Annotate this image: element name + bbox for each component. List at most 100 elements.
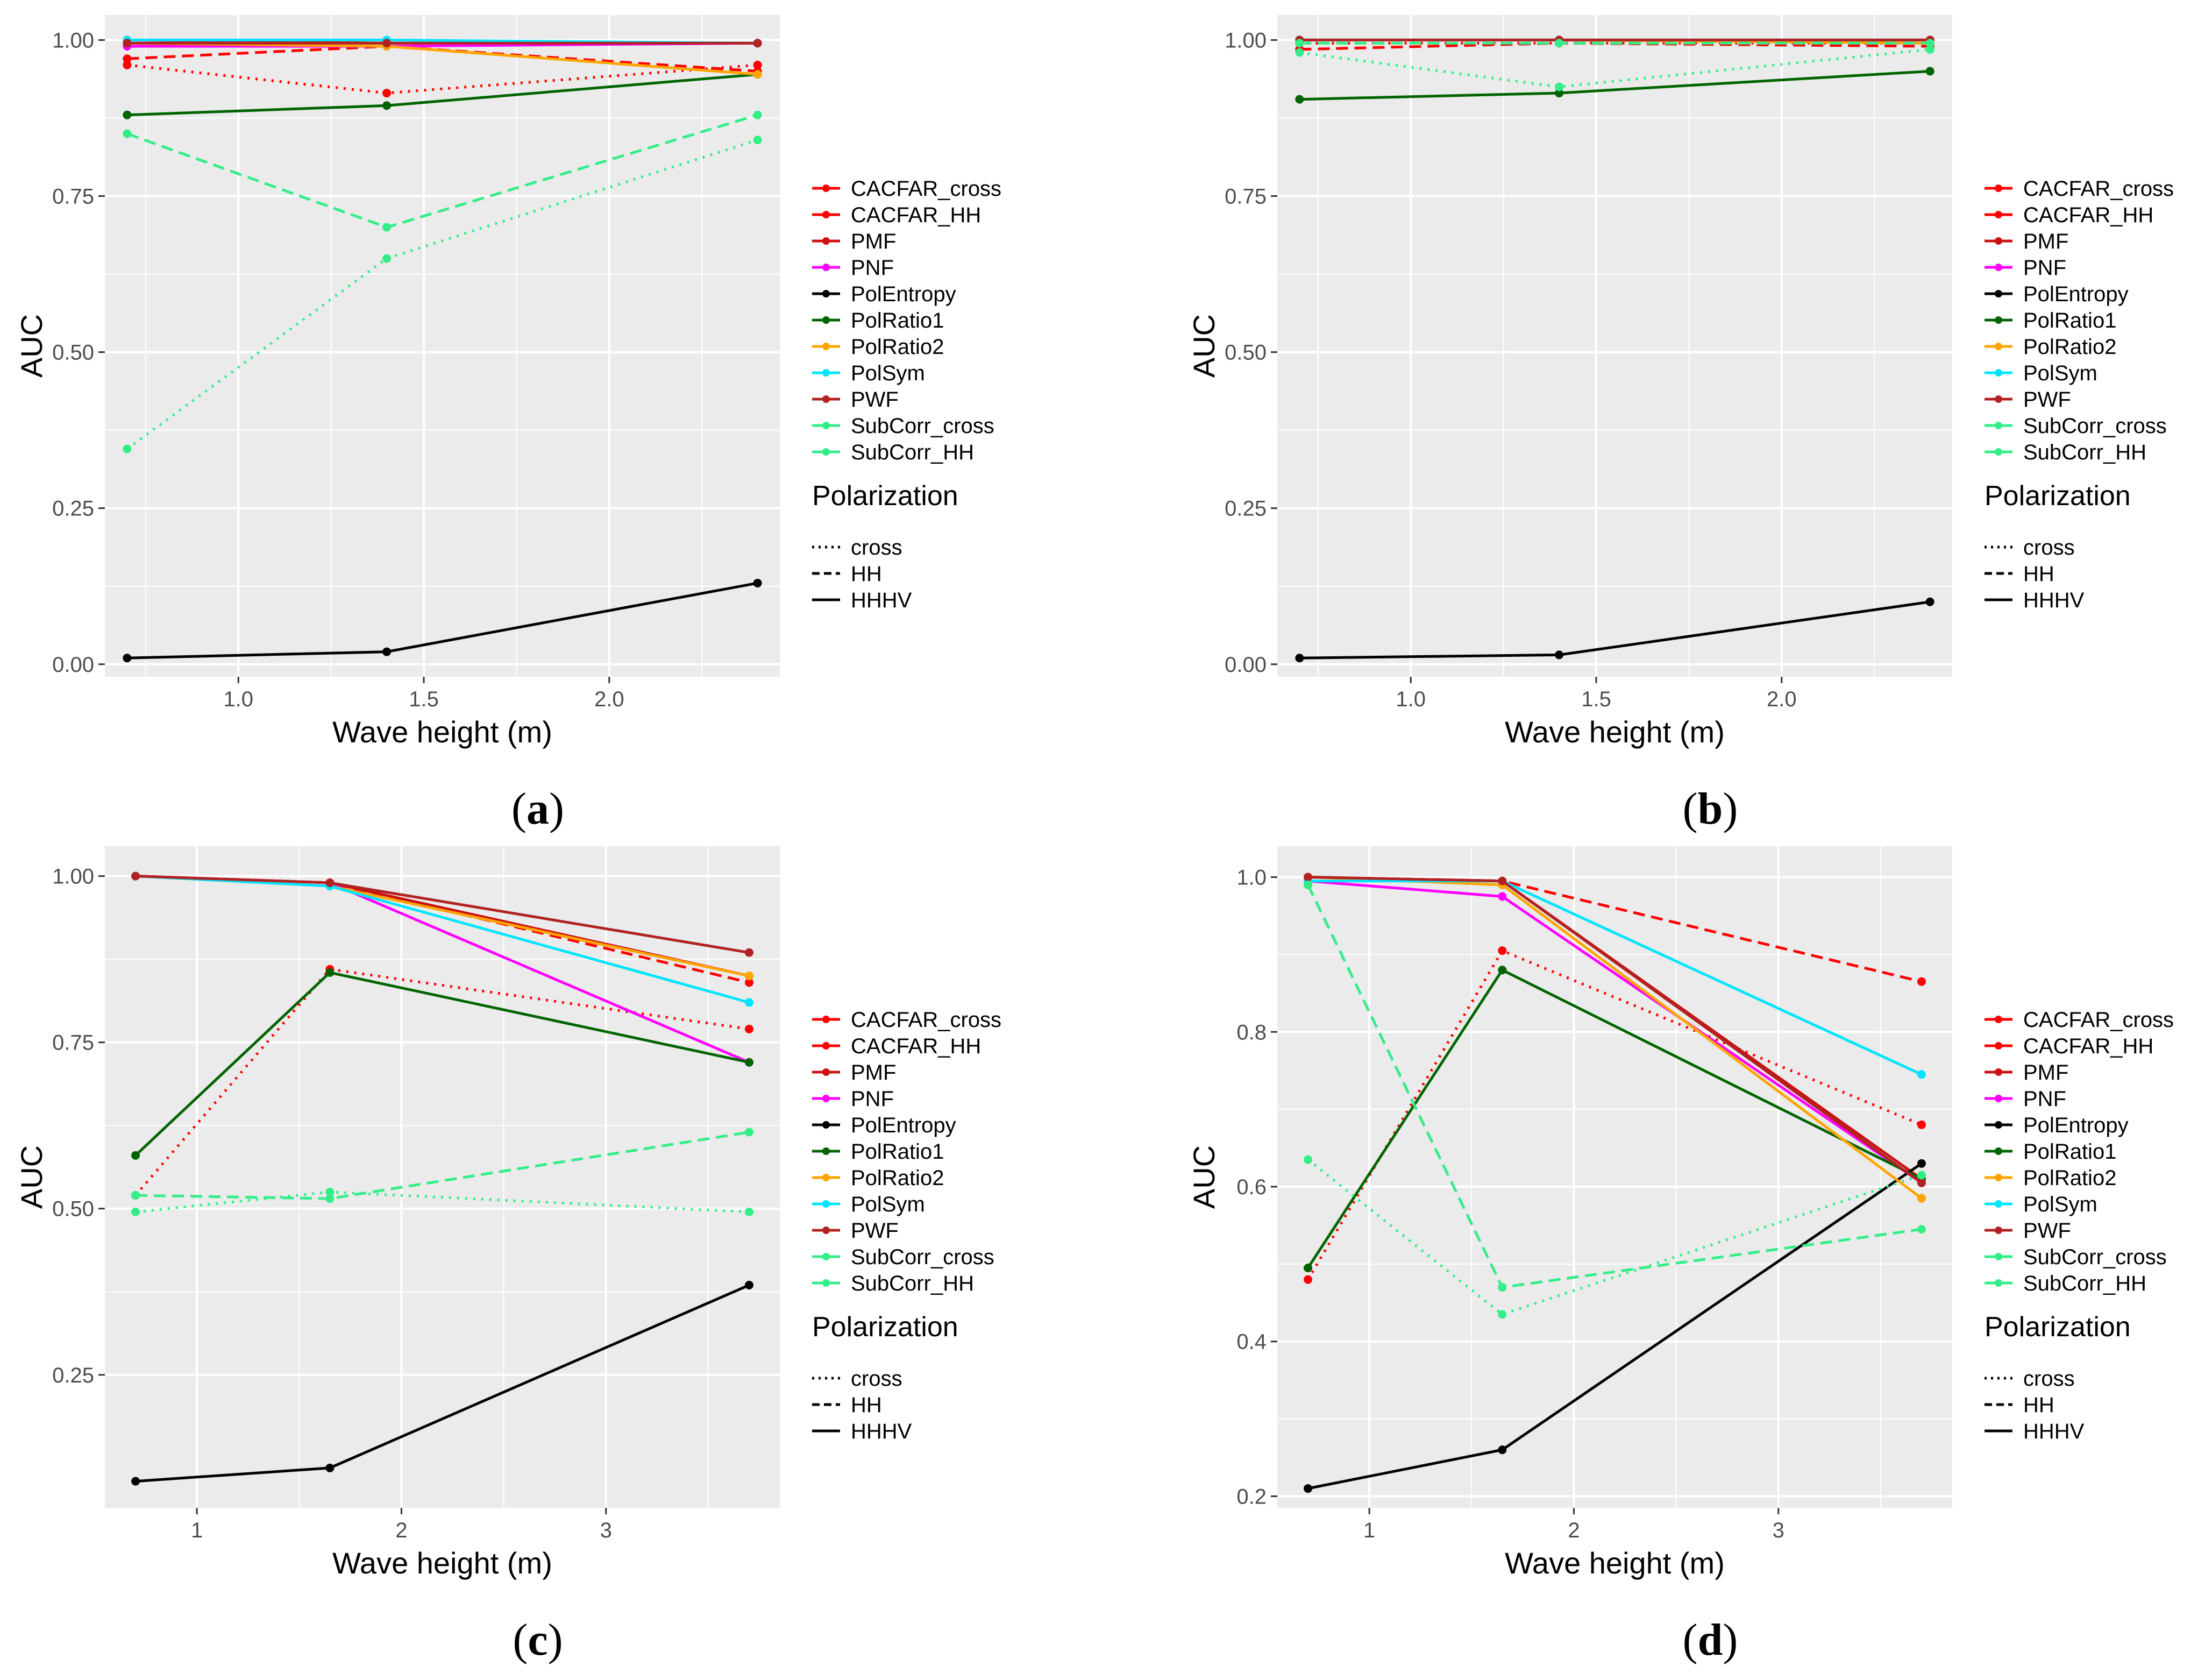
- series-group-c: [131, 871, 753, 1486]
- series-line-subcorr-cross: [126, 138, 758, 450]
- legend-title-polarization: Polarization: [812, 1312, 958, 1343]
- legend-entry-label: PolRatio1: [2023, 309, 2116, 332]
- legend-key-point: [1995, 1095, 2002, 1102]
- legend-entry-label: SubCorr_cross: [851, 414, 994, 438]
- x-tick-label: 1.0: [223, 687, 253, 711]
- y-tick-label: 0.75: [1225, 185, 1267, 209]
- legend-linetype-label: HHHV: [2023, 1420, 2085, 1443]
- legend-entry-label: PolEntropy: [2023, 1114, 2129, 1137]
- data-point-pwf: [1917, 1178, 1926, 1187]
- data-point-cacfar-cross: [123, 60, 132, 69]
- data-point-cacfar-cross: [1304, 1275, 1313, 1284]
- grid-a: [105, 15, 780, 677]
- legend-entry-label: PNF: [2023, 256, 2066, 280]
- legend-key-point: [822, 316, 830, 324]
- y-axis-title: AUC: [1187, 314, 1221, 378]
- legend-key-point: [1995, 316, 2002, 324]
- data-point-subcorr-cross: [1498, 1310, 1507, 1319]
- panel-label-c: (c): [513, 1615, 563, 1665]
- data-point-pwf: [753, 39, 762, 48]
- x-tick-label: 1: [191, 1519, 203, 1542]
- grid-d: [1277, 846, 1952, 1508]
- y-tick-label: 0.75: [52, 185, 94, 209]
- data-point-polratio1: [1555, 89, 1564, 98]
- data-point-polratio1: [382, 101, 392, 110]
- data-point-subcorr-hh: [1295, 39, 1304, 48]
- x-axis-title: Wave height (m): [332, 1546, 552, 1580]
- x-tick-label: 1: [1363, 1519, 1375, 1542]
- legend-key-point: [1995, 1174, 2002, 1181]
- plot-area-a: [105, 15, 780, 677]
- data-point-polratio1: [1925, 67, 1934, 76]
- legend-entry-label: SubCorr_cross: [851, 1245, 994, 1269]
- legend-key-point: [1995, 237, 2002, 245]
- legend-key-point: [1995, 422, 2002, 429]
- legend-key-point: [822, 1147, 830, 1155]
- legend-linetype-label: cross: [2023, 1367, 2075, 1391]
- x-tick-label: 1.0: [1396, 687, 1426, 711]
- x-tick-label: 1.5: [409, 687, 439, 711]
- data-point-polratio1: [1304, 1264, 1313, 1273]
- plot-area-c: [105, 846, 780, 1508]
- legend-key-point: [1995, 1200, 2002, 1208]
- legend-entry-label: CACFAR_HH: [851, 1034, 981, 1058]
- legend-entry-label: PolSym: [2023, 1193, 2097, 1216]
- legend-key-point: [1995, 343, 2002, 350]
- legend-entry-label: CACFAR_HH: [2023, 203, 2153, 227]
- legend-key-point: [822, 1068, 830, 1076]
- legend-key-point: [822, 211, 830, 218]
- legend-linetype-label: cross: [2023, 536, 2075, 559]
- data-point-cacfar-cross: [744, 1024, 753, 1033]
- panel-label-b: (b): [1682, 784, 1738, 834]
- data-point-subcorr-cross: [753, 136, 762, 145]
- legend-entry-label: PMF: [851, 1061, 896, 1084]
- series-group-d: [1304, 873, 1926, 1493]
- data-point-cacfar-hh: [744, 978, 753, 987]
- y-tick-label: 0.2: [1236, 1485, 1267, 1508]
- legend-key-point: [1995, 290, 2002, 297]
- series-line-subcorr-cross: [1307, 1158, 1922, 1316]
- data-point-polentropy: [1925, 597, 1934, 606]
- legend-key-point: [1995, 1068, 2002, 1076]
- legend-entry-label: CACFAR_cross: [851, 1008, 1001, 1032]
- legend-entry-label: PolEntropy: [851, 282, 956, 306]
- y-tick-label: 0.25: [52, 1364, 94, 1387]
- data-point-pwf: [325, 878, 335, 887]
- legend-entry-label: CACFAR_HH: [2023, 1034, 2153, 1058]
- plot-area-d: [1277, 846, 1952, 1508]
- y-tick-label: 0.6: [1236, 1175, 1267, 1199]
- legend-entry-label: CACFAR_cross: [851, 177, 1001, 201]
- data-point-cacfar-hh: [123, 54, 132, 63]
- legend-entry-label: PWF: [851, 1219, 899, 1243]
- legend-key-point: [1995, 1042, 2002, 1050]
- data-point-polentropy: [382, 647, 392, 656]
- data-point-polentropy: [325, 1463, 335, 1472]
- chart-panel-d: 0.2 0.4 0.6 0.8 1.0 1 2 3 Wave height (m) AUC CACF…: [1172, 831, 2212, 1665]
- legend-key-point: [1995, 395, 2002, 403]
- y-tick-label: 1.00: [1225, 29, 1267, 52]
- x-tick-label: 1.5: [1581, 687, 1611, 711]
- data-point-pwf: [1304, 873, 1313, 882]
- legend-key-point: [1995, 211, 2002, 218]
- y-axis-title: AUC: [15, 1145, 48, 1209]
- data-point-polratio1: [1295, 95, 1304, 104]
- legend-key-point: [822, 290, 830, 297]
- legend-entry-label: PNF: [2023, 1087, 2066, 1111]
- plot-area-b: [1277, 15, 1952, 677]
- data-point-polratio2: [753, 70, 762, 79]
- legend-key-point: [822, 1095, 830, 1102]
- data-point-subcorr-hh: [1555, 39, 1564, 48]
- legend-key-point: [1995, 1121, 2002, 1129]
- x-tick-label: 3: [600, 1519, 612, 1542]
- data-point-polentropy: [1295, 654, 1304, 663]
- legend-entry-label: SubCorr_HH: [2023, 1272, 2146, 1295]
- data-point-polratio2: [744, 972, 753, 981]
- y-tick-label: 1.0: [1236, 866, 1267, 890]
- legend-entry-label: PolSym: [851, 361, 925, 385]
- data-point-subcorr-hh: [1917, 1225, 1926, 1234]
- x-tick-label: 3: [1773, 1519, 1784, 1542]
- legend-entry-label: PWF: [2023, 388, 2071, 412]
